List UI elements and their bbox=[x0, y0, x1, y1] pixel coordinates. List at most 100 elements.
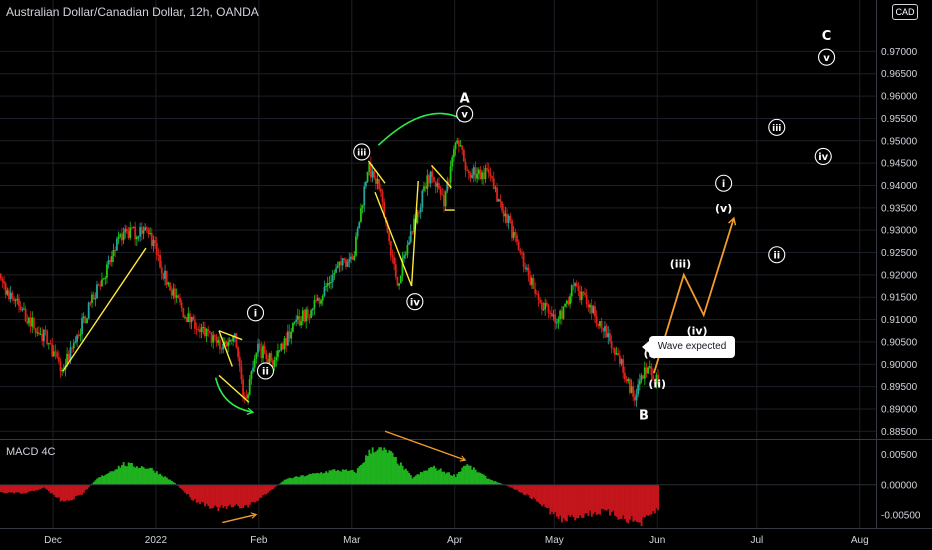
macd-histogram-bar bbox=[34, 484, 37, 491]
yellow-trendline[interactable] bbox=[410, 180, 419, 287]
candle-body bbox=[516, 235, 518, 242]
macd-histogram-bar bbox=[189, 484, 192, 498]
price-axis-tick-label: 0.94500 bbox=[881, 159, 918, 170]
candle-body bbox=[534, 288, 537, 294]
candle-body bbox=[122, 232, 125, 241]
candle-body bbox=[213, 335, 216, 337]
yellow-trendline[interactable] bbox=[430, 164, 452, 189]
candle-body bbox=[540, 302, 543, 310]
macd-histogram-bar bbox=[217, 484, 220, 512]
candle-body bbox=[3, 281, 5, 284]
macd-histogram-bar bbox=[522, 484, 525, 495]
candle-body bbox=[504, 213, 507, 217]
macd-histogram-bar bbox=[496, 482, 499, 485]
macd-histogram-bar bbox=[499, 483, 502, 485]
projected-wave-path[interactable] bbox=[653, 216, 737, 374]
candle-body bbox=[371, 171, 374, 178]
candle-body bbox=[150, 233, 153, 246]
macd-histogram-bar bbox=[87, 484, 90, 488]
macd-histogram-bar bbox=[157, 474, 160, 485]
candle-body bbox=[618, 355, 621, 364]
candle-body bbox=[557, 318, 560, 323]
macd-histogram-bar bbox=[406, 470, 409, 485]
candle-body bbox=[640, 375, 643, 381]
yellow-trendline[interactable] bbox=[218, 330, 243, 341]
candle-body bbox=[627, 379, 630, 382]
macd-histogram-bar bbox=[602, 484, 605, 510]
macd-histogram-bar bbox=[253, 484, 256, 503]
macd-histogram-bar bbox=[389, 451, 392, 485]
candle-body bbox=[625, 379, 628, 382]
macd-histogram-bar bbox=[255, 484, 258, 502]
candle-body bbox=[330, 281, 332, 284]
candle-body bbox=[467, 170, 470, 174]
candle-body bbox=[489, 173, 492, 177]
candle-body bbox=[469, 173, 472, 178]
macd-histogram-bar bbox=[155, 471, 158, 485]
macd-histogram-bar bbox=[436, 470, 439, 485]
yellow-trendline[interactable] bbox=[218, 374, 250, 403]
macd-histogram-bar bbox=[594, 484, 597, 512]
candle-body bbox=[54, 351, 57, 353]
candle-body bbox=[291, 322, 294, 332]
yellow-trendline[interactable] bbox=[374, 191, 413, 287]
candle-body bbox=[139, 227, 142, 237]
macd-histogram-bar bbox=[275, 484, 278, 487]
wave-label-piip: (ii) bbox=[648, 377, 666, 390]
macd-histogram-bar bbox=[199, 484, 201, 504]
wave-expected-callout[interactable]: Wave expected bbox=[642, 336, 735, 358]
candle-body bbox=[333, 272, 336, 275]
candle-body bbox=[252, 367, 254, 372]
macd-histogram-bar bbox=[270, 484, 273, 490]
candle-body bbox=[491, 176, 493, 179]
macd-histogram-bar bbox=[516, 484, 519, 490]
candle-body bbox=[282, 343, 284, 350]
macd-histogram-bar bbox=[559, 484, 562, 516]
candle-body bbox=[479, 169, 482, 180]
candle-body bbox=[306, 309, 309, 318]
green-curved-arrow[interactable] bbox=[214, 377, 255, 415]
candle-body bbox=[360, 208, 362, 223]
macd-histogram-bar bbox=[526, 484, 528, 495]
macd-histogram-bar bbox=[250, 484, 253, 503]
candle-body bbox=[517, 241, 520, 251]
macd-divergence-line[interactable] bbox=[384, 430, 467, 462]
yellow-trendline[interactable] bbox=[218, 330, 233, 367]
macd-histogram-bar bbox=[111, 471, 113, 485]
macd-histogram-bar bbox=[544, 484, 547, 508]
candle-body bbox=[67, 353, 70, 361]
candle-body bbox=[77, 335, 80, 337]
macd-histogram-bar bbox=[116, 469, 118, 485]
macd-divergence-line[interactable] bbox=[222, 512, 258, 524]
macd-indicator-title[interactable]: MACD 4C bbox=[6, 446, 56, 458]
candle-body bbox=[318, 298, 321, 304]
macd-histogram-bar bbox=[228, 484, 231, 505]
candle-body bbox=[545, 302, 548, 306]
price-axis-tick-label: 0.91000 bbox=[881, 315, 918, 326]
yellow-trendline[interactable] bbox=[62, 247, 147, 372]
macd-histogram-bar bbox=[549, 484, 552, 515]
macd-histogram-bar bbox=[126, 466, 128, 485]
macd-histogram-bar bbox=[295, 476, 298, 485]
macd-histogram-bar bbox=[388, 450, 391, 485]
macd-histogram-bar bbox=[214, 484, 216, 506]
candle-body bbox=[564, 303, 567, 307]
candle-body bbox=[580, 291, 583, 300]
yellow-trendline[interactable] bbox=[367, 160, 386, 184]
macd-histogram-bar bbox=[624, 484, 626, 519]
macd-histogram-bar bbox=[479, 472, 482, 485]
candle-body bbox=[164, 270, 166, 279]
candle-body bbox=[524, 266, 527, 270]
candle-body bbox=[248, 378, 251, 395]
macd-histogram-bar bbox=[529, 484, 532, 499]
macd-histogram-bar bbox=[585, 484, 588, 514]
candle-body bbox=[205, 329, 208, 337]
macd-histogram-bar bbox=[64, 484, 67, 502]
macd-histogram-bar bbox=[537, 484, 540, 503]
candle-body bbox=[481, 172, 484, 180]
macd-histogram-bar bbox=[28, 484, 30, 492]
candle-body bbox=[61, 370, 64, 372]
candle-body bbox=[326, 283, 329, 286]
macd-histogram-bar bbox=[552, 484, 555, 515]
